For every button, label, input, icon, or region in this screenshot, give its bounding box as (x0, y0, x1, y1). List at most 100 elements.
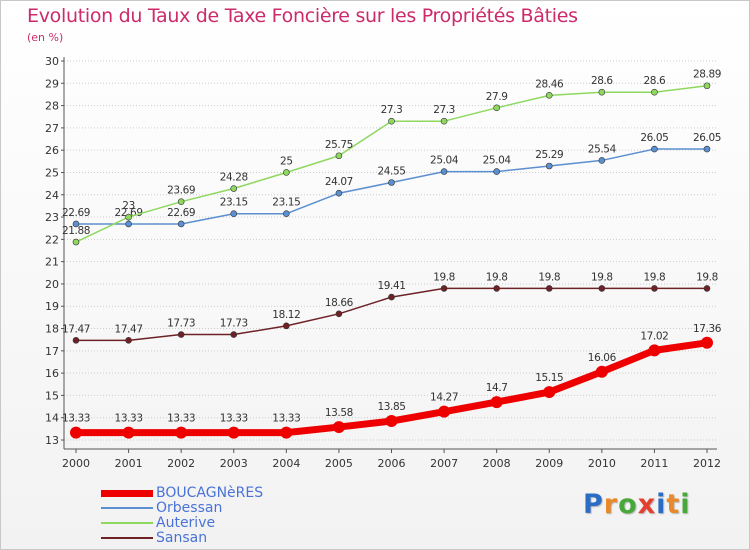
legend-item-orbessan: Orbessan (101, 500, 341, 516)
data-label-auterive: 27.3 (381, 104, 403, 116)
x-tick-label: 2002 (167, 457, 195, 470)
y-tick-label: 30 (45, 55, 59, 68)
data-point-auterive (545, 92, 553, 99)
legend-swatch (101, 522, 153, 524)
data-label-sansan: 17.73 (220, 318, 248, 330)
data-point-boucagnres (227, 426, 240, 439)
y-tick-label: 21 (45, 256, 59, 269)
legend-label: Sansan (156, 530, 208, 546)
data-point-auterive (493, 104, 500, 112)
data-point-sansan (545, 285, 553, 292)
data-label-auterive: 24.28 (220, 172, 248, 184)
data-point-boucagnres (175, 426, 188, 439)
legend-label: Orbessan (156, 500, 223, 516)
data-point-auterive (335, 152, 343, 160)
data-point-auterive (388, 117, 395, 125)
data-point-boucagnres (122, 426, 135, 439)
data-label-orbessan: 25.29 (535, 149, 563, 161)
chart-legend: BOUCAGNèRES Orbessan Auterive Sansan (101, 485, 341, 546)
data-point-sansan (703, 285, 711, 292)
x-tick-label: 2009 (535, 457, 563, 470)
data-point-boucagnres (70, 426, 82, 439)
data-label-orbessan: 23.15 (220, 197, 248, 209)
data-point-auterive (177, 198, 185, 205)
y-tick-label: 20 (45, 278, 59, 291)
data-label-sansan: 19.8 (591, 271, 613, 283)
data-point-auterive (440, 117, 448, 125)
data-point-orbessan (283, 210, 290, 218)
x-tick-label: 2007 (430, 457, 458, 470)
data-label-boucagnres: 15.15 (535, 372, 563, 384)
data-point-boucagnres (438, 405, 451, 418)
y-tick-label: 27 (45, 122, 59, 135)
data-point-sansan (493, 285, 500, 292)
data-point-orbessan (72, 220, 80, 228)
data-label-orbessan: 24.07 (325, 176, 353, 188)
y-tick-label: 26 (45, 144, 59, 157)
data-point-auterive (125, 213, 132, 221)
y-tick-label: 22 (45, 233, 59, 246)
data-point-boucagnres (701, 336, 713, 349)
legend-label: BOUCAGNèRES (156, 485, 264, 501)
data-point-auterive (72, 238, 80, 246)
data-label-orbessan: 25.54 (588, 143, 617, 155)
proxiti-logo: Proxiti (583, 489, 691, 520)
data-label-auterive: 28.6 (591, 75, 613, 87)
data-point-boucagnres (543, 386, 556, 399)
data-label-auterive: 28.89 (693, 69, 721, 81)
data-label-orbessan: 22.69 (115, 207, 143, 219)
data-point-sansan (335, 310, 343, 318)
data-point-orbessan (388, 179, 395, 186)
data-point-boucagnres (385, 415, 398, 428)
data-label-auterive: 27.3 (433, 104, 455, 116)
data-label-boucagnres: 17.02 (640, 330, 668, 342)
x-tick-label: 2004 (272, 457, 300, 470)
data-point-sansan (125, 337, 132, 344)
data-point-boucagnres (595, 365, 608, 378)
data-point-sansan (651, 285, 658, 292)
data-point-sansan (440, 285, 448, 292)
legend-item-auterive: Auterive (101, 515, 341, 531)
data-label-orbessan: 22.69 (62, 207, 90, 219)
legend-swatch (101, 537, 153, 539)
data-label-auterive: 27.9 (486, 91, 508, 103)
data-label-sansan: 17.73 (167, 318, 195, 330)
x-tick-label: 2008 (483, 457, 511, 470)
y-tick-label: 29 (45, 77, 59, 90)
data-label-auterive: 28.6 (644, 75, 666, 87)
data-point-orbessan (230, 210, 238, 218)
chart-subtitle: (en %) (27, 31, 64, 44)
data-label-sansan: 19.8 (644, 271, 666, 283)
data-label-boucagnres: 13.33 (115, 413, 143, 425)
data-point-orbessan (125, 220, 132, 228)
data-label-orbessan: 26.05 (693, 132, 721, 144)
data-label-boucagnres: 13.33 (220, 413, 248, 425)
data-point-auterive (283, 169, 290, 176)
data-label-sansan: 19.8 (486, 271, 508, 283)
data-point-orbessan (177, 220, 185, 228)
data-label-boucagnres: 17.36 (693, 323, 722, 335)
data-point-orbessan (703, 145, 711, 153)
x-tick-label: 2012 (693, 457, 721, 470)
data-label-sansan: 17.47 (115, 323, 143, 335)
data-point-orbessan (493, 168, 500, 175)
data-label-orbessan: 22.69 (167, 207, 195, 219)
data-point-boucagnres (280, 426, 293, 439)
y-tick-label: 28 (45, 100, 59, 113)
data-label-boucagnres: 13.85 (377, 401, 405, 413)
x-tick-label: 2010 (588, 457, 616, 470)
data-label-boucagnres: 13.33 (167, 413, 195, 425)
y-tick-label: 23 (45, 211, 59, 224)
data-label-auterive: 21.88 (62, 225, 90, 237)
data-label-orbessan: 25.04 (430, 155, 459, 167)
data-label-orbessan: 23.15 (272, 197, 300, 209)
data-label-boucagnres: 13.58 (325, 407, 353, 419)
y-tick-label: 14 (45, 412, 59, 425)
data-label-sansan: 19.8 (538, 271, 560, 283)
data-label-sansan: 17.47 (62, 323, 90, 335)
data-label-auterive: 23 (122, 200, 135, 212)
data-label-sansan: 18.66 (325, 297, 354, 309)
data-label-sansan: 19.8 (696, 271, 718, 283)
data-label-sansan: 19.8 (433, 271, 455, 283)
data-point-sansan (598, 285, 606, 292)
